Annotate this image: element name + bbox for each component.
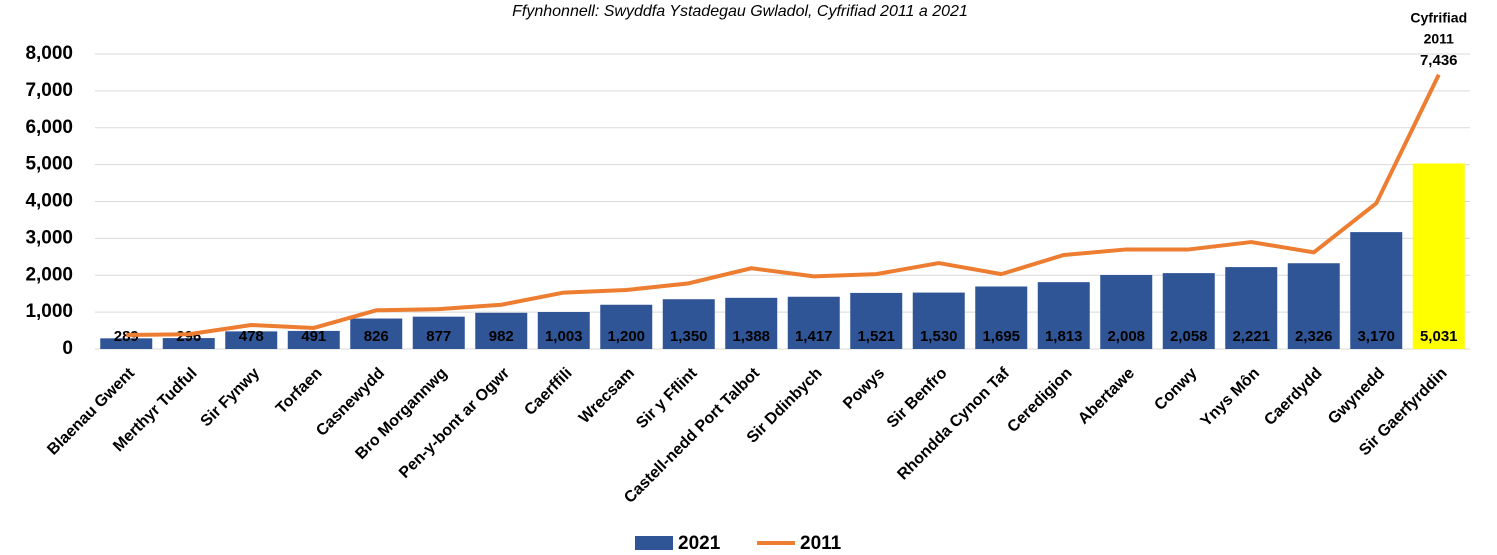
bar	[912, 292, 965, 349]
bar-value-label: 1,521	[857, 328, 895, 345]
bar-value-label: 491	[301, 328, 326, 345]
bar	[787, 296, 840, 349]
bar	[225, 331, 278, 349]
bar-value-label: 877	[426, 328, 451, 345]
bar-value-label: 3,170	[1357, 328, 1395, 345]
bar-value-label: 1,695	[982, 328, 1020, 345]
bar-value-label: 1,003	[545, 328, 583, 345]
x-tick-label: Caerdydd	[1261, 365, 1325, 429]
y-tick-label: 0	[62, 338, 73, 359]
x-tick-label: Sir Benfro	[884, 365, 951, 432]
bar	[350, 318, 403, 349]
bar	[412, 316, 465, 349]
bar-value-label: 2,058	[1170, 328, 1208, 345]
bar	[1225, 267, 1278, 349]
bar	[1100, 274, 1153, 349]
x-tick-label: Ynys Môn	[1198, 365, 1263, 430]
bar	[1162, 273, 1215, 349]
bar-value-label: 2,221	[1232, 328, 1270, 345]
line-value-label: 7,436	[1420, 52, 1458, 69]
x-tick-label: Sir y Fflint	[633, 364, 701, 432]
bar-value-label: 1,388	[732, 328, 770, 345]
y-tick-label: 6,000	[25, 117, 73, 138]
bar	[1037, 282, 1090, 349]
annotation: Cyfrifiad	[1410, 10, 1467, 26]
legend-swatch	[635, 536, 673, 550]
legend-label: 2011	[800, 533, 842, 554]
bar-value-label: 1,417	[795, 328, 833, 345]
y-tick-label: 3,000	[25, 227, 73, 248]
bar	[725, 297, 778, 349]
x-tick-label: Abertawe	[1075, 365, 1138, 428]
bar-value-label: 826	[364, 328, 389, 345]
bar	[662, 299, 715, 349]
bar	[1350, 232, 1403, 349]
bar	[162, 338, 215, 349]
bar-value-label: 478	[239, 328, 264, 345]
bar-value-label: 1,350	[670, 328, 708, 345]
bar-value-label: 1,530	[920, 328, 958, 345]
y-tick-label: 2,000	[25, 264, 73, 285]
bar	[975, 286, 1028, 349]
bar-value-label: 289	[114, 328, 139, 345]
annotation: 2011	[1424, 31, 1455, 47]
x-tick-label: Sir Fynwy	[198, 365, 264, 431]
y-tick-label: 8,000	[25, 43, 73, 64]
bar	[537, 312, 590, 349]
bar-value-label: 5,031	[1420, 328, 1458, 345]
bar-value-label: 1,200	[607, 328, 645, 345]
x-tick-label: Powys	[840, 365, 888, 413]
x-tick-label: Wrecsam	[576, 365, 638, 427]
chart-title: Ffynhonnell: Swyddfa Ystadegau Gwladol, …	[512, 3, 968, 20]
x-tick-label: Gwynedd	[1325, 365, 1388, 428]
x-tick-label: Caerffili	[521, 365, 575, 419]
x-tick-label: Pen-y-bont ar Ogwr	[396, 365, 513, 482]
y-tick-label: 5,000	[25, 154, 73, 175]
bar-value-label: 296	[176, 328, 201, 345]
bar	[100, 338, 153, 349]
x-tick-label: Conwy	[1151, 365, 1200, 414]
bar	[475, 312, 528, 349]
bar-value-label: 2,326	[1295, 328, 1333, 345]
y-tick-label: 7,000	[25, 80, 73, 101]
y-tick-label: 4,000	[25, 191, 73, 212]
x-tick-label: Ceredigion	[1004, 365, 1075, 436]
bar	[850, 292, 903, 349]
bar	[1412, 163, 1465, 349]
line	[126, 73, 1441, 337]
bar	[287, 330, 340, 349]
bar	[1287, 263, 1340, 349]
x-tick-label: Torfaen	[273, 365, 326, 418]
legend-label: 2021	[678, 533, 721, 554]
x-tick-label: Rhondda Cynon Taf	[894, 364, 1013, 483]
bar-value-label: 2,008	[1107, 328, 1145, 345]
bar-value-label: 982	[489, 328, 514, 345]
bar	[600, 304, 653, 349]
x-tick-label: Castell-nedd Port Talbot	[621, 364, 763, 506]
bar-value-label: 1,813	[1045, 328, 1083, 345]
y-tick-label: 1,000	[25, 301, 73, 322]
